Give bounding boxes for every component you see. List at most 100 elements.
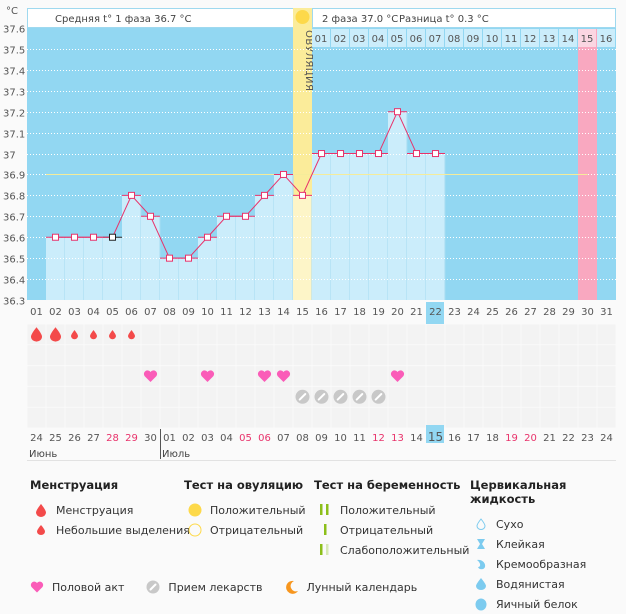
phase2-day-cell bbox=[559, 29, 577, 47]
heart-icon bbox=[30, 581, 44, 593]
y-tick-label: 37.6 bbox=[3, 25, 25, 36]
y-tick-label: 37 bbox=[3, 151, 16, 162]
phase2-day-cell bbox=[521, 29, 539, 47]
calendar-date-label: 08 bbox=[296, 433, 309, 444]
calendar-date-label: 29 bbox=[125, 433, 138, 444]
phase2-day-cell bbox=[578, 29, 596, 47]
cycle-day-label: 15 bbox=[296, 307, 309, 318]
one-line-icon bbox=[314, 524, 336, 536]
legend-title: Тест на беременность bbox=[314, 478, 461, 492]
calendar-date-label: 07 bbox=[277, 433, 290, 444]
calendar-date-label: 21 bbox=[543, 433, 556, 444]
cycle-day-label: 11 bbox=[220, 307, 233, 318]
cycle-day-label: 08 bbox=[163, 307, 176, 318]
heart-icon bbox=[143, 370, 158, 382]
heart-icon bbox=[390, 370, 405, 382]
month-label: Июнь bbox=[29, 449, 57, 460]
calendar-date-label: 23 bbox=[581, 433, 594, 444]
legend-label: Небольшие выделения bbox=[56, 523, 190, 537]
calendar-date-label: 06 bbox=[258, 433, 271, 444]
creamy-icon bbox=[470, 558, 492, 570]
temperature-bar bbox=[84, 237, 103, 300]
legend-item: Положительный bbox=[184, 500, 306, 520]
header-phase2-box bbox=[312, 8, 616, 28]
calendar-date-label: 19 bbox=[505, 433, 518, 444]
legend-title: Тест на овуляцию bbox=[184, 478, 304, 492]
small-blood-drop-icon bbox=[109, 330, 116, 340]
phase2-day-cell bbox=[407, 29, 425, 47]
temperature-point bbox=[337, 150, 344, 158]
legend-title: Цервикальная жидкость bbox=[470, 478, 567, 506]
calendar-date-label: 24 bbox=[600, 433, 613, 444]
y-tick-label: 36.3 bbox=[3, 297, 25, 308]
cycle-day-label: 02 bbox=[49, 307, 62, 318]
temperature-bar bbox=[179, 258, 198, 300]
phase2-day-label: 01 bbox=[315, 34, 328, 45]
temperature-bar bbox=[426, 153, 445, 300]
two-lines-icon bbox=[314, 504, 336, 516]
heart-icon bbox=[276, 370, 291, 382]
y-tick-label: 36.9 bbox=[3, 171, 25, 182]
temperature-bar bbox=[388, 111, 407, 300]
cycle-day-label: 05 bbox=[106, 307, 119, 318]
legend-item: Отрицательный bbox=[184, 520, 306, 540]
temperature-point bbox=[90, 233, 97, 241]
calendar-date-label: 17 bbox=[467, 433, 480, 444]
temperature-bar bbox=[46, 237, 65, 300]
phase2-day-cell bbox=[312, 29, 330, 47]
cycle-day-label: 16 bbox=[315, 307, 328, 318]
temperature-point bbox=[223, 212, 230, 220]
calendar-date-label: 09 bbox=[315, 433, 328, 444]
phase2-day-label: 14 bbox=[562, 34, 575, 45]
cycle-day-label: 07 bbox=[144, 307, 157, 318]
cycle-day-label: 10 bbox=[201, 307, 214, 318]
cycle-day-label: 19 bbox=[372, 307, 385, 318]
moon-icon bbox=[285, 580, 299, 594]
temperature-bar bbox=[122, 195, 141, 300]
cycle-day-label: 27 bbox=[524, 307, 537, 318]
cycle-day-label: 09 bbox=[182, 307, 195, 318]
expected-period-column bbox=[578, 29, 597, 300]
y-tick-label: 37.5 bbox=[3, 46, 25, 57]
temperature-bar bbox=[65, 237, 84, 300]
temperature-point bbox=[166, 254, 173, 262]
legend-item: Клейкая bbox=[470, 534, 626, 554]
y-tick-label: 37.3 bbox=[3, 88, 25, 99]
temperature-bar bbox=[293, 195, 312, 300]
cycle-day-label: 20 bbox=[391, 307, 404, 318]
phase2-day-cell bbox=[483, 29, 501, 47]
calendar-date-label: 25 bbox=[49, 433, 62, 444]
legend-pregnancy-test: Тест на беременность Положительный Отриц… bbox=[314, 478, 469, 560]
y-tick-label: 36.8 bbox=[3, 192, 25, 203]
legend-label: Менструация bbox=[56, 503, 134, 517]
phase2-day-label: 02 bbox=[334, 34, 347, 45]
calendar-date-label: 30 bbox=[144, 433, 157, 444]
temperature-point bbox=[375, 150, 382, 158]
temperature-bar bbox=[407, 153, 426, 300]
phase2-day-cell bbox=[540, 29, 558, 47]
ovulation-label: ОВУЛЯЦИЯ bbox=[303, 30, 314, 92]
temperature-bar bbox=[198, 237, 217, 300]
phase2-day-label: 03 bbox=[353, 34, 366, 45]
small-blood-drop-icon bbox=[30, 525, 52, 535]
dry-drop-icon bbox=[470, 518, 492, 530]
legend-item: Сухо bbox=[470, 514, 626, 534]
phase2-day-label: 13 bbox=[543, 34, 556, 45]
calendar-date-label: 16 bbox=[448, 433, 461, 444]
legend-label: Положительный bbox=[210, 503, 306, 517]
temperature-bar bbox=[103, 237, 122, 300]
phase2-day-cell bbox=[350, 29, 368, 47]
temperature-point bbox=[147, 212, 154, 220]
phase2-day-label: 08 bbox=[448, 34, 461, 45]
cycle-day-label: 03 bbox=[68, 307, 81, 318]
cycle-day-label: 17 bbox=[334, 307, 347, 318]
legend-label: Половой акт bbox=[52, 580, 125, 594]
temperature-point bbox=[52, 233, 59, 241]
temperature-point bbox=[280, 170, 287, 178]
cycle-day-label: 26 bbox=[505, 307, 518, 318]
calendar-date-label: 27 bbox=[87, 433, 100, 444]
blood-drop-icon bbox=[31, 327, 42, 342]
ovulation-sun-icon bbox=[295, 10, 310, 24]
phase2-day-label: 15 bbox=[581, 34, 594, 45]
bottom-legend: Половой акт Прием лекарств Лунный календ… bbox=[30, 580, 439, 594]
